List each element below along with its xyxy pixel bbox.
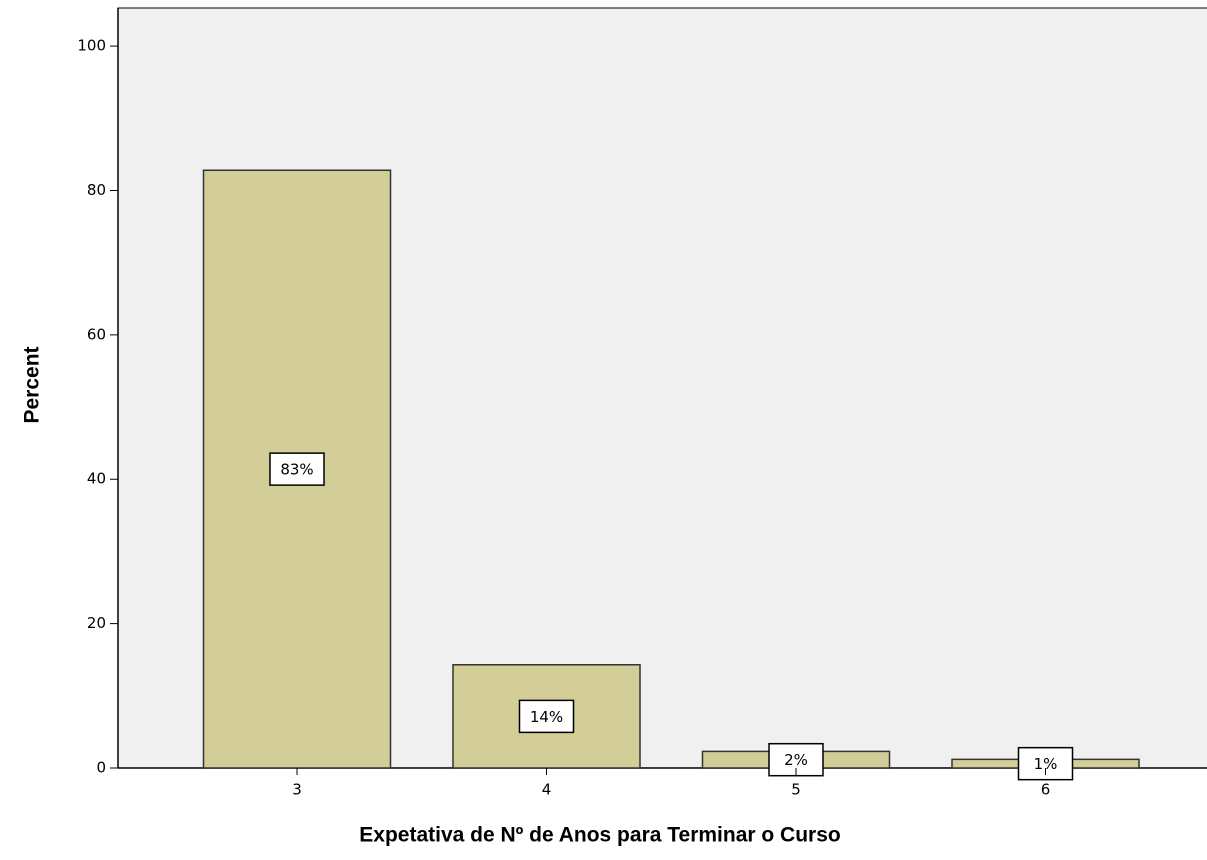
y-tick-label: 60 <box>87 325 106 343</box>
y-axis-title: Percent <box>21 346 44 423</box>
y-tick-label: 0 <box>96 759 106 777</box>
y-tick-label: 40 <box>87 470 106 488</box>
value-label: 14% <box>530 708 563 726</box>
x-tick-label: 4 <box>542 781 552 799</box>
value-label-box <box>269 452 325 486</box>
value-label-box <box>518 699 575 734</box>
value-label: 1% <box>1034 755 1058 773</box>
x-tick-label: 5 <box>791 781 801 799</box>
x-tick-label: 3 <box>292 781 302 799</box>
y-tick-label: 100 <box>77 37 106 55</box>
y-tick-label: 20 <box>87 614 106 632</box>
value-label: 83% <box>280 461 313 479</box>
x-axis-title: Expetativa de Nº de Anos para Terminar o… <box>359 824 840 847</box>
x-tick-label: 6 <box>1041 781 1051 799</box>
value-label: 2% <box>784 751 808 769</box>
y-tick-label: 80 <box>87 181 106 199</box>
